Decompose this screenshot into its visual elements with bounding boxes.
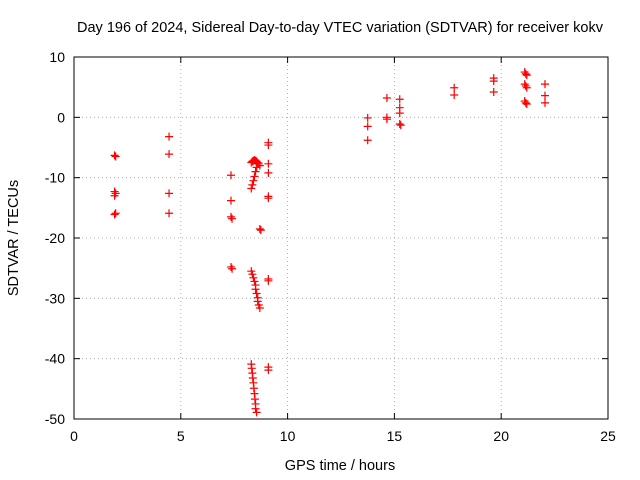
data-point [249,273,258,282]
y-tick-label: -50 [45,411,65,427]
data-point [226,171,235,180]
data-point [165,132,174,141]
data-point [450,91,459,100]
data-point [396,121,405,130]
data-point [521,98,530,107]
y-tick-label: 0 [57,109,65,125]
data-point [251,167,260,176]
data-point [264,366,273,375]
data-point [540,80,549,89]
data-point [251,404,260,413]
data-point [363,113,372,122]
data-point [247,364,256,373]
y-tick-label: -10 [45,170,65,186]
y-tick-label: -30 [45,290,65,306]
data-point [251,285,260,294]
data-point [363,122,372,131]
data-point [395,95,404,104]
data-point [450,83,459,92]
data-point [248,373,257,382]
data-point [522,71,531,80]
data-point [540,91,549,100]
data-point [111,209,120,218]
data-point [253,297,262,306]
data-point [110,210,119,219]
data-point [264,141,273,150]
x-tick-labels: 0 5 10 15 20 25 [70,428,616,444]
y-tick-label: -40 [45,351,65,367]
data-point [165,209,174,218]
data-point [382,94,391,103]
data-point [255,224,264,233]
data-point [252,163,261,172]
data-point [363,136,372,145]
data-point [165,189,174,198]
data-point [226,262,235,271]
data-point [489,87,498,96]
data-point [382,115,391,124]
data-point [110,191,119,200]
data-point [489,77,498,86]
data-point [255,303,264,312]
data-point [228,214,237,223]
data-points [110,68,549,417]
data-point [226,212,235,221]
x-tick-label: 15 [387,428,403,444]
data-point [252,289,261,298]
data-point [522,83,531,92]
data-point [395,109,404,118]
data-point [264,276,273,285]
data-point [250,172,259,181]
data-point [228,264,237,273]
data-point [249,176,258,185]
data-point [395,119,404,128]
data-point [250,395,259,404]
y-tick-labels: -50 -40 -30 -20 -10 0 10 [45,49,65,427]
x-tick-label: 0 [70,428,78,444]
x-tick-label: 10 [280,428,296,444]
data-point [264,159,273,168]
chart-title: Day 196 of 2024, Sidereal Day-to-day VTE… [77,20,604,36]
data-point [226,196,235,205]
data-point [540,98,549,107]
data-point [256,226,265,235]
data-point [248,270,257,279]
grid-lines [74,57,608,419]
y-tick-label: -20 [45,230,65,246]
x-tick-label: 20 [493,428,509,444]
y-tick-label: 10 [49,49,65,65]
data-point [110,151,119,160]
data-point [252,408,261,417]
data-point [520,80,529,89]
x-axis-label: GPS time / hours [285,458,395,474]
data-point [250,277,259,286]
x-tick-label: 5 [177,428,185,444]
data-point [247,184,256,193]
data-point [264,168,273,177]
data-point [249,384,258,393]
y-axis-label: SDTVAR / TECUs [6,180,22,296]
data-point [521,81,530,90]
data-point [248,180,257,189]
data-point [165,150,174,159]
x-tick-label: 25 [600,428,616,444]
data-point [522,100,531,109]
axis-ticks [73,56,609,420]
data-point [521,69,530,78]
data-point [264,194,273,203]
data-point [111,152,120,161]
